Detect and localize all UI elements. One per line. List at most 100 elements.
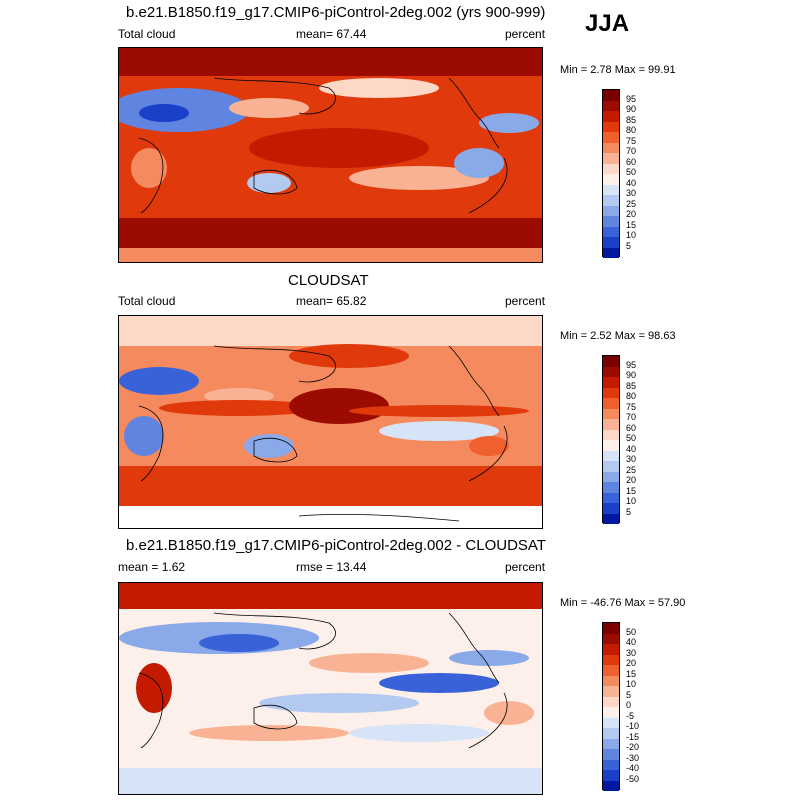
colorbar-tick-label: 50 <box>626 167 637 177</box>
colorbar-tick-label: 15 <box>626 485 637 496</box>
panel2-minmax: Min = 2.52 Max = 98.63 <box>560 330 676 342</box>
colorbar-swatch <box>603 654 619 665</box>
colorbar-tick-label: -10 <box>626 721 640 731</box>
colorbar-tick-label: 20 <box>626 658 637 668</box>
colorbar-swatch <box>603 686 619 697</box>
colorbar-swatch <box>603 387 619 398</box>
colorbar-tick-label: 15 <box>626 219 637 230</box>
colorbar-swatch <box>603 226 619 237</box>
panel2-units-label: percent <box>505 294 546 308</box>
colorbar-swatch <box>603 237 619 248</box>
colorbar-tick-label: 20 <box>626 209 637 219</box>
colorbar-tick-label: 50 <box>626 433 637 443</box>
colorbar-tick-label: 40 <box>626 177 637 188</box>
colorbar-swatch <box>603 440 619 451</box>
colorbar-swatch <box>603 503 619 514</box>
colorbar-swatch <box>603 623 619 634</box>
colorbar-tick-label: 95 <box>626 93 637 104</box>
panel1-units-label: percent <box>505 27 546 41</box>
colorbar-tick-label: 85 <box>626 380 637 391</box>
colorbar-tick-label: 80 <box>626 125 637 135</box>
colorbar-swatch <box>603 132 619 143</box>
colorbar-swatch <box>603 717 619 728</box>
colorbar-tick-label: -5 <box>626 710 635 721</box>
colorbar-tick-label: 5 <box>626 240 632 251</box>
colorbar-swatch <box>603 770 619 781</box>
panel3-minmax: Min = -46.76 Max = 57.90 <box>560 597 686 609</box>
colorbar-tick-label: 50 <box>626 626 637 637</box>
colorbar-tick-label: 25 <box>626 198 637 209</box>
colorbar-swatch <box>603 111 619 122</box>
colorbar-swatch <box>603 153 619 164</box>
colorbar-tick-label: 60 <box>626 422 637 433</box>
colorbar-swatch <box>603 398 619 409</box>
colorbar-tick-label: 10 <box>626 679 637 689</box>
colorbar-tick-label: 30 <box>626 454 637 464</box>
panel3-title: b.e21.B1850.f19_g17.CMIP6-piControl-2deg… <box>126 537 546 554</box>
colorbar-tick-label: 10 <box>626 496 637 506</box>
panel3-rmse-label: rmse = 13.44 <box>296 560 367 574</box>
colorbar-tick-label: 5 <box>626 689 632 700</box>
colorbar-swatch <box>603 429 619 440</box>
colorbar-tick-label: 10 <box>626 230 637 240</box>
colorbar-swatch <box>603 356 619 367</box>
colorbar-tick-label: 40 <box>626 637 637 647</box>
colorbar-tick-label: -15 <box>626 731 640 742</box>
colorbar-swatch <box>603 377 619 388</box>
panel1-map-svg <box>119 48 542 262</box>
colorbar-swatch <box>603 142 619 153</box>
colorbar-tick-label: 25 <box>626 464 637 475</box>
colorbar-swatch <box>603 644 619 655</box>
colorbar-tick-label: 5 <box>626 506 632 517</box>
panel1-left-label: Total cloud <box>118 27 176 41</box>
colorbar-tick-label: 30 <box>626 188 637 198</box>
colorbar-tick-label: 15 <box>626 668 637 679</box>
panel3-colorbar <box>602 622 620 791</box>
colorbar-swatch <box>603 492 619 503</box>
colorbar-swatch <box>603 419 619 430</box>
colorbar-tick-label: 0 <box>626 700 632 710</box>
panel2-left-label: Total cloud <box>118 294 176 308</box>
panel1-mean-label: mean= 67.44 <box>296 27 367 41</box>
panel3-map <box>118 582 543 795</box>
panel1-map <box>118 47 543 263</box>
colorbar-tick-label: 95 <box>626 359 637 370</box>
colorbar-tick-label: -20 <box>626 742 640 752</box>
colorbar-tick-label: 70 <box>626 146 637 156</box>
colorbar-swatch <box>603 513 619 524</box>
colorbar-swatch <box>603 482 619 493</box>
colorbar-tick-label: 40 <box>626 443 637 454</box>
panel1-minmax: Min = 2.78 Max = 99.91 <box>560 64 676 76</box>
colorbar-swatch <box>603 216 619 227</box>
colorbar-swatch <box>603 728 619 739</box>
colorbar-swatch <box>603 100 619 111</box>
colorbar-swatch <box>603 247 619 258</box>
panel1-colorbar <box>602 89 620 258</box>
colorbar-swatch <box>603 633 619 644</box>
colorbar-tick-label: -40 <box>626 763 640 773</box>
panel2-title: CLOUDSAT <box>288 272 369 289</box>
colorbar-tick-label: 75 <box>626 135 637 146</box>
colorbar-tick-label: 90 <box>626 104 637 114</box>
colorbar-swatch <box>603 450 619 461</box>
panel2-map-svg <box>119 316 542 528</box>
colorbar-swatch <box>603 195 619 206</box>
colorbar-swatch <box>603 665 619 676</box>
colorbar-swatch <box>603 471 619 482</box>
colorbar-tick-label: 30 <box>626 647 637 658</box>
colorbar-swatch <box>603 163 619 174</box>
colorbar-swatch <box>603 707 619 718</box>
colorbar-tick-label: -50 <box>626 773 640 784</box>
panel1-title: b.e21.B1850.f19_g17.CMIP6-piControl-2deg… <box>126 4 546 21</box>
panel2-map <box>118 315 543 529</box>
panel3-map-svg <box>119 583 542 794</box>
colorbar-tick-label: 80 <box>626 391 637 401</box>
season-label: JJA <box>585 10 630 37</box>
colorbar-tick-label: 90 <box>626 370 637 380</box>
colorbar-swatch <box>603 184 619 195</box>
colorbar-swatch <box>603 461 619 472</box>
colorbar-swatch <box>603 749 619 760</box>
panel3-units-label: percent <box>505 560 546 574</box>
colorbar-tick-label: -30 <box>626 752 640 763</box>
colorbar-swatch <box>603 675 619 686</box>
